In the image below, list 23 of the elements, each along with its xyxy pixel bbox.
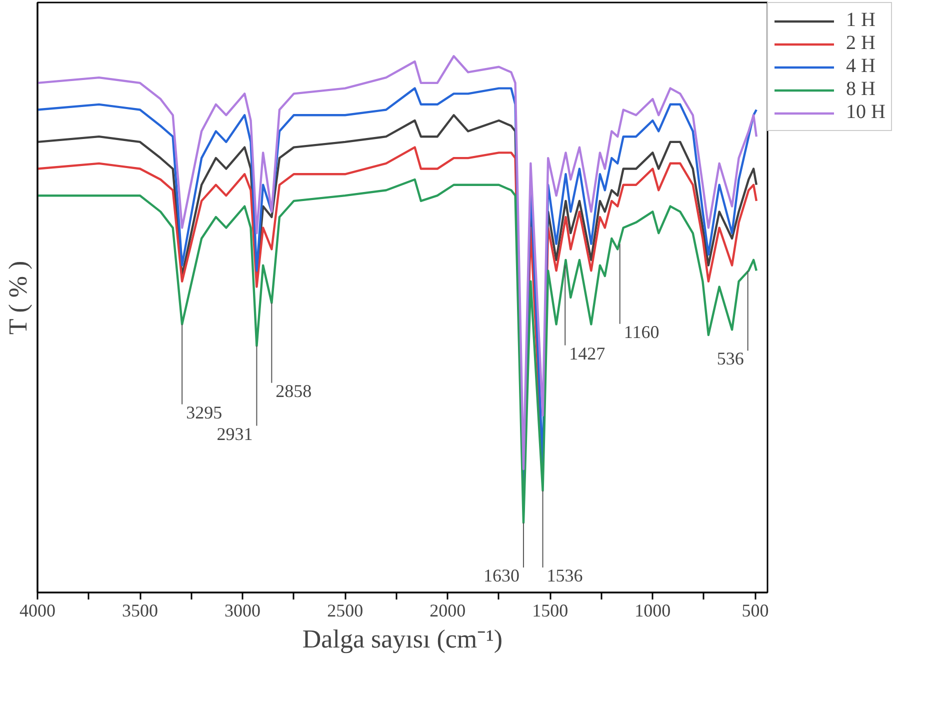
x-tick-label: 1500 xyxy=(532,600,568,620)
x-tick-label: 4000 xyxy=(20,600,56,620)
annotation: 1160 xyxy=(624,322,660,342)
annotation: 1630 xyxy=(483,566,520,586)
x-tick-label: 500 xyxy=(742,600,769,620)
annotation: 1536 xyxy=(546,566,583,586)
legend-label: 8 H xyxy=(846,78,876,101)
annotation: 2931 xyxy=(216,424,253,444)
x-tick-label: 3500 xyxy=(122,600,158,620)
y-axis-title: T ( % ) xyxy=(4,260,32,335)
legend-label: 1 H xyxy=(846,9,876,32)
x-tick-label: 3000 xyxy=(224,600,261,620)
x-axis-title: Dalga sayısı (cm⁻¹) xyxy=(302,624,503,654)
annotation: 3295 xyxy=(186,402,222,422)
x-tick-label: 2500 xyxy=(327,600,364,620)
legend-label: 10 H xyxy=(846,101,886,124)
annotation: 1427 xyxy=(569,343,606,364)
legend-label: 4 H xyxy=(846,55,876,78)
legend-label: 2 H xyxy=(846,32,876,55)
x-tick-label: 2000 xyxy=(430,600,466,620)
x-tick-label: 1000 xyxy=(634,600,671,620)
annotation: 2858 xyxy=(276,380,312,401)
annotation: 536 xyxy=(716,348,744,369)
